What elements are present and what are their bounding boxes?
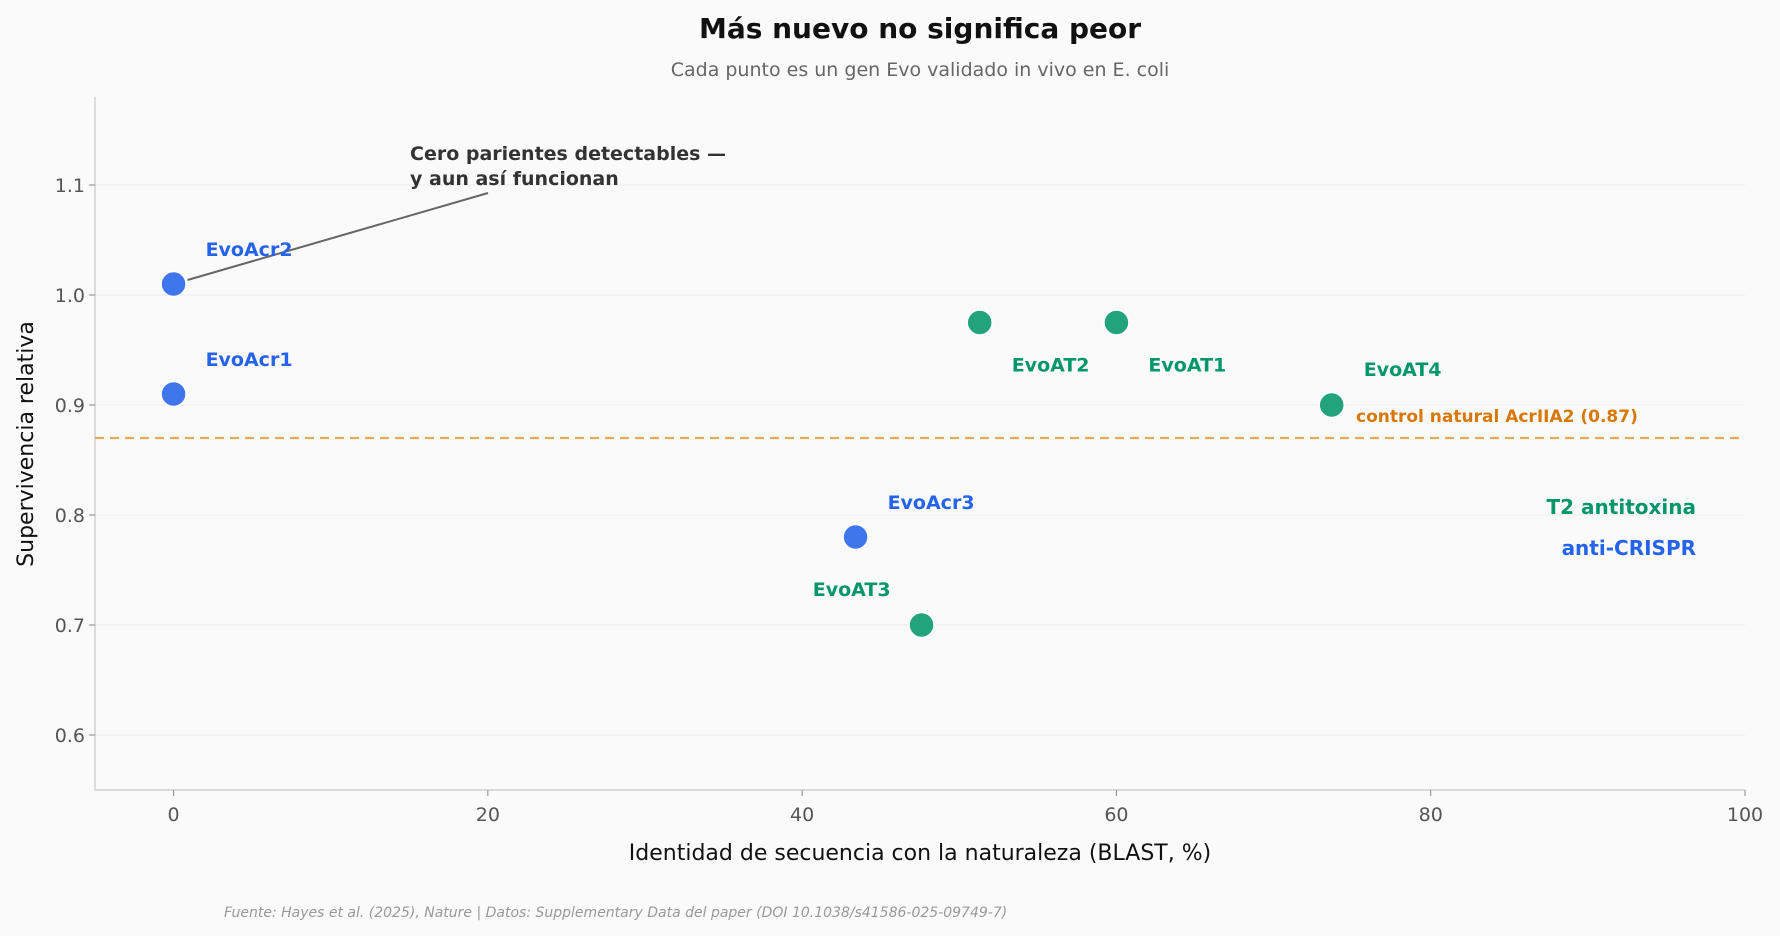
x-tick-label: 0 [168, 804, 180, 826]
point-label-evoat2: EvoAT2 [1012, 355, 1090, 377]
data-point-evoat3 [908, 611, 935, 639]
point-label-evoat4: EvoAT4 [1364, 359, 1442, 381]
source-note: Fuente: Hayes et al. (2025), Nature | Da… [224, 905, 1007, 921]
axes [94, 97, 1745, 791]
y-tick-label: 0.8 [55, 505, 85, 527]
annotation-line-2: y aun así funcionan [410, 168, 619, 190]
point-label-evoat1: EvoAT1 [1148, 355, 1226, 377]
y-tick-label: 0.9 [55, 395, 85, 417]
x-axis-ticks: 0 20 40 60 80 100 [168, 790, 1763, 826]
data-point-evoacr2 [160, 270, 187, 298]
y-axis-ticks: 0.6 0.7 0.8 0.9 1.0 1.1 [55, 175, 95, 747]
point-label-evoacr3: EvoAcr3 [888, 492, 975, 514]
reference-line-group: control natural AcrIIA2 (0.87) [95, 407, 1745, 440]
legend-item-t2-antitoxina: T2 antitoxina [1547, 495, 1696, 519]
annotation-group: Cero parientes detectables — y aun así f… [187, 143, 726, 281]
x-tick-label: 100 [1727, 804, 1763, 826]
x-tick-label: 40 [790, 804, 814, 826]
data-points: EvoAcr2 EvoAcr1 EvoAcr3 EvoAT2 EvoAT1 EvoAT4 E… [160, 239, 1442, 639]
reference-line-label: control natural AcrIIA2 (0.87) [1356, 407, 1638, 427]
y-axis-label: Supervivencia relativa [14, 321, 39, 567]
annotation-line-1: Cero parientes detectables — [410, 143, 726, 165]
y-tick-label: 0.6 [55, 725, 85, 747]
point-label-evoat3: EvoAT3 [813, 579, 891, 601]
chart-subtitle: Cada punto es un gen Evo validado in viv… [671, 59, 1170, 81]
point-label-evoacr1: EvoAcr1 [206, 349, 293, 371]
data-point-evoat4 [1318, 391, 1345, 419]
data-point-evoat2 [966, 309, 993, 336]
x-axis-label: Identidad de secuencia con la naturaleza… [629, 841, 1211, 866]
y-tick-label: 0.7 [55, 615, 85, 637]
chart-title: Más nuevo no significa peor [699, 12, 1141, 45]
legend: T2 antitoxina anti-CRISPR [1547, 495, 1696, 560]
y-tick-label: 1.0 [55, 285, 85, 307]
x-tick-label: 60 [1104, 804, 1128, 826]
annotation-arrow [187, 192, 489, 281]
point-label-evoacr2: EvoAcr2 [206, 239, 293, 261]
x-tick-label: 80 [1419, 804, 1443, 826]
data-point-evoacr3 [842, 523, 869, 551]
y-tick-label: 1.1 [55, 175, 85, 197]
legend-item-anti-crispr: anti-CRISPR [1562, 536, 1696, 560]
grid-lines [95, 184, 1745, 736]
x-tick-label: 20 [476, 804, 500, 826]
data-point-evoat1 [1103, 309, 1130, 336]
data-point-evoacr1 [160, 380, 187, 408]
